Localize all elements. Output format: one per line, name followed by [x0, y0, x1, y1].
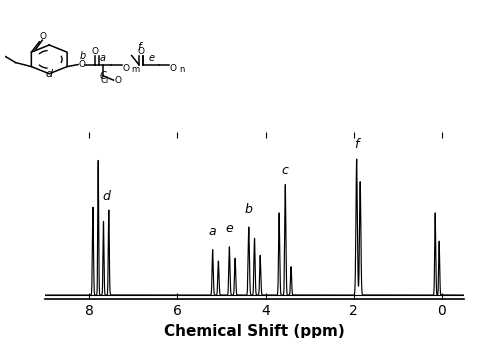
Text: d: d: [46, 69, 53, 79]
Text: a: a: [209, 225, 217, 238]
Text: f: f: [355, 138, 359, 151]
Text: C: C: [99, 71, 106, 80]
Text: c: c: [282, 164, 289, 177]
Text: O: O: [170, 65, 176, 73]
Text: e: e: [149, 53, 155, 63]
Text: f: f: [137, 42, 141, 52]
X-axis label: Chemical Shift (ppm): Chemical Shift (ppm): [164, 323, 345, 338]
Text: m: m: [131, 65, 139, 74]
Text: b: b: [80, 51, 86, 61]
Text: O: O: [122, 65, 129, 73]
Text: O: O: [92, 47, 99, 55]
Text: e: e: [226, 222, 233, 235]
Text: Cl: Cl: [101, 76, 109, 85]
Text: b: b: [245, 203, 253, 216]
Text: O: O: [137, 47, 144, 55]
Text: a: a: [100, 53, 106, 63]
Text: O: O: [114, 76, 121, 86]
Text: n: n: [179, 65, 185, 74]
Text: O: O: [39, 32, 46, 41]
Text: O: O: [78, 60, 86, 69]
Text: d: d: [102, 190, 110, 202]
